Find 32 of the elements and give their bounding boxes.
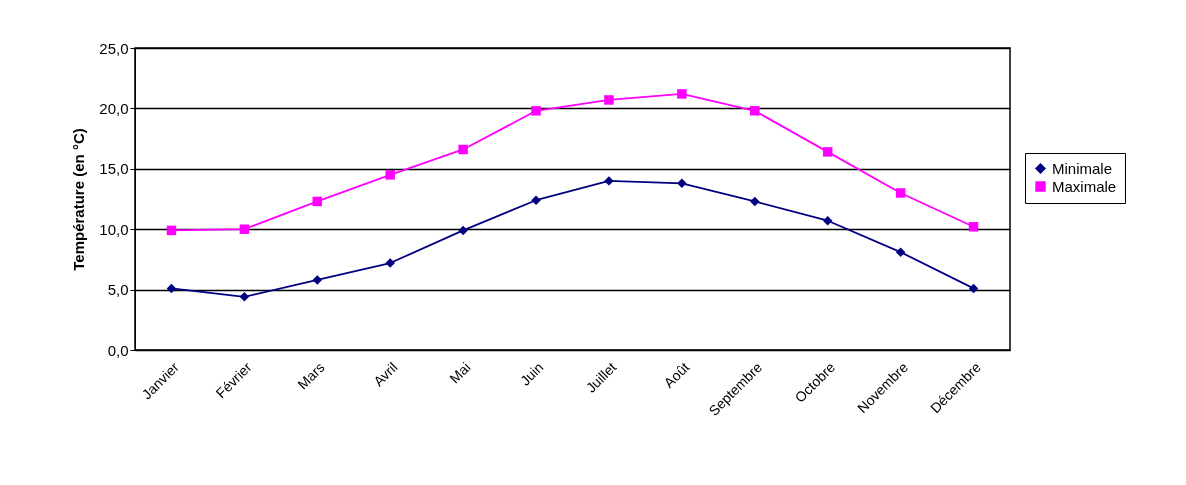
- point: [750, 106, 760, 116]
- point: [822, 216, 833, 226]
- point: [312, 196, 323, 207]
- point: [750, 196, 760, 207]
- point: [458, 144, 468, 155]
- point: [166, 283, 177, 294]
- point: [604, 95, 614, 105]
- x-tick-label: Juin: [516, 359, 547, 389]
- y-tick-label: 15,0: [99, 160, 129, 178]
- point: [239, 292, 250, 302]
- y-tick-label: 10,0: [99, 220, 129, 238]
- legend-label: Maximale: [1052, 177, 1117, 195]
- y-tick-label: 20,0: [99, 99, 129, 117]
- legend-label: Minimale: [1052, 159, 1113, 177]
- y-tick-label: 25,0: [99, 39, 129, 57]
- point: [895, 188, 906, 198]
- point: [458, 225, 468, 236]
- point: [822, 147, 833, 157]
- point: [239, 224, 250, 234]
- y-tick-label: 0,0: [107, 341, 129, 359]
- y-tick-label: 5,0: [107, 281, 129, 299]
- point: [677, 178, 687, 189]
- point: [677, 89, 687, 99]
- x-tick-label: Mai: [446, 359, 474, 387]
- point: [968, 283, 979, 294]
- point: [895, 247, 906, 257]
- point: [166, 225, 177, 236]
- point: [968, 222, 979, 232]
- point: [531, 106, 541, 116]
- point: [312, 275, 323, 285]
- point: [385, 170, 395, 180]
- y-axis-title: Température (en °C): [70, 128, 88, 271]
